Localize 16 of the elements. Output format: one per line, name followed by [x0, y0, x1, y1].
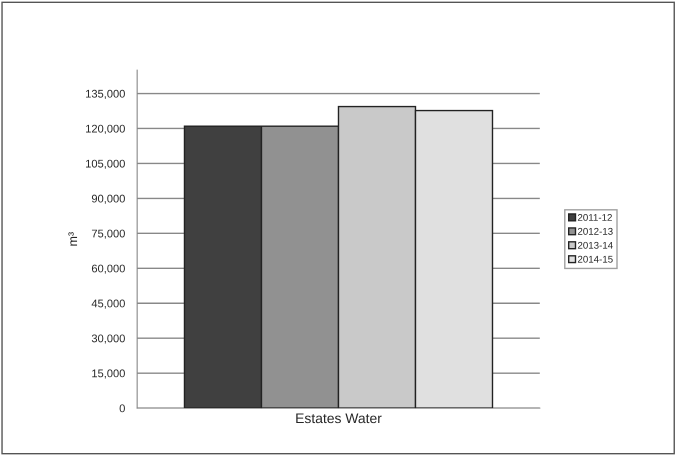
y-axis-title: m³ — [68, 232, 78, 246]
y-tick-label: 90,000 — [92, 194, 125, 204]
legend-label: 2013-14 — [578, 242, 613, 249]
y-tick-label: 30,000 — [92, 334, 125, 344]
y-tick-label: 75,000 — [92, 230, 125, 239]
y-tick-label: 0 — [120, 404, 125, 412]
y-tick-label: 45,000 — [92, 300, 125, 309]
x-tick-label: Estates Water — [296, 413, 382, 424]
y-tick-label: 135,000 — [86, 90, 125, 99]
y-tick-label: 15,000 — [92, 369, 125, 379]
legend-label: 2012-13 — [578, 228, 613, 235]
y-tick-label: 60,000 — [92, 264, 125, 274]
legend-label: 2014-15 — [578, 256, 613, 263]
y-tick-label: 105,000 — [86, 160, 125, 169]
legend-label: 2011-12 — [578, 214, 612, 221]
y-tick-label: 120,000 — [86, 124, 125, 134]
